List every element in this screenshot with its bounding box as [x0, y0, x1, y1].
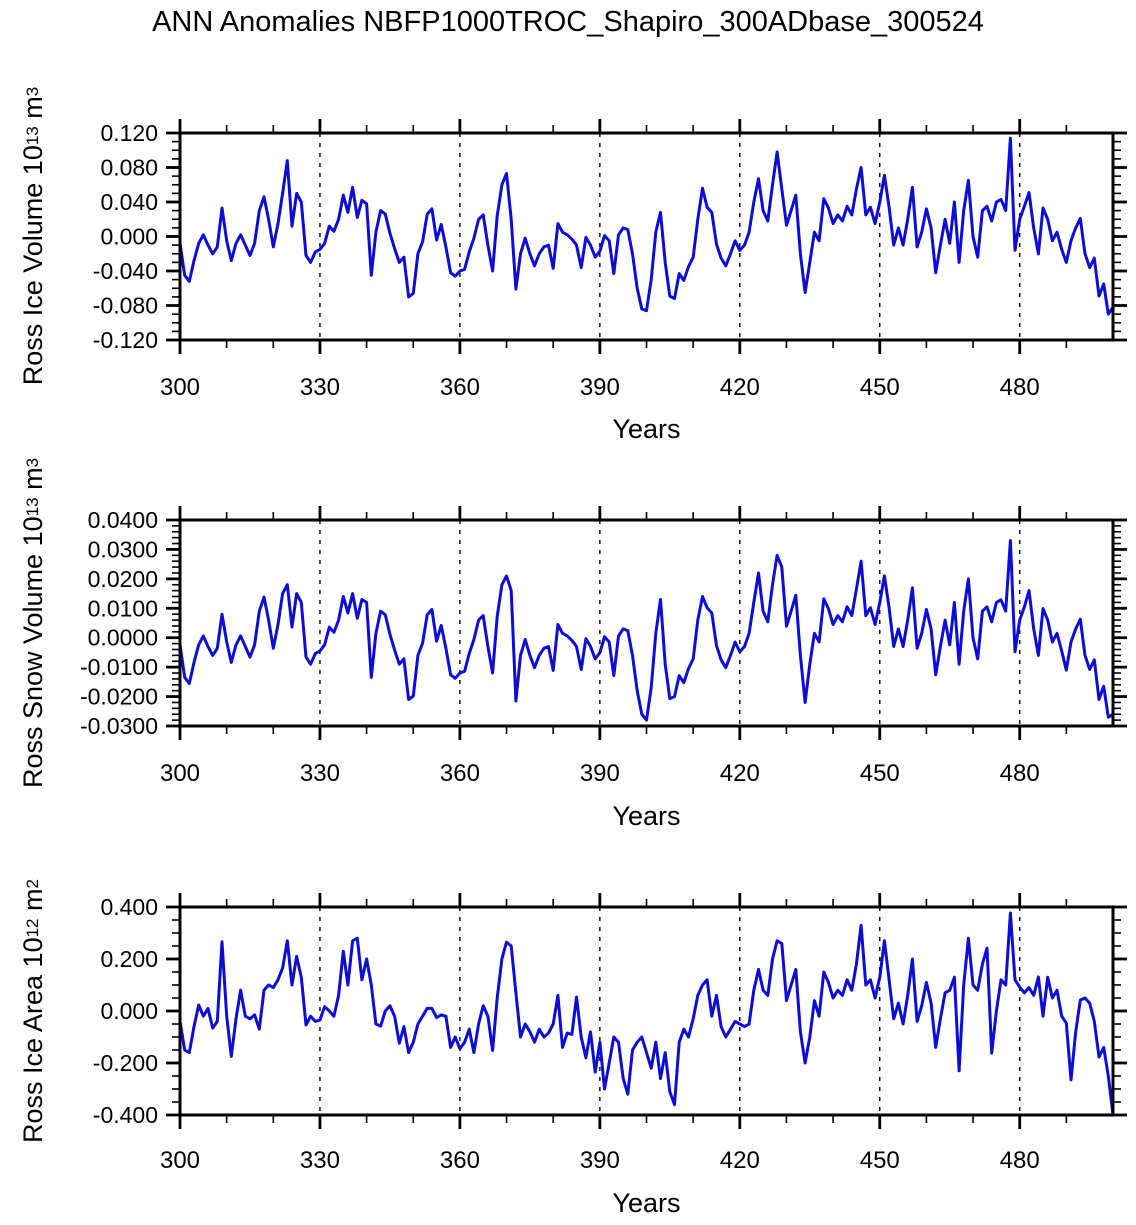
y-tick-label: -0.0300 [80, 713, 158, 739]
x-tick-label: 390 [580, 1147, 620, 1174]
x-tick-label: 480 [1000, 760, 1040, 787]
x-tick-label: 390 [580, 374, 620, 401]
x-axis-title-panel1: Years [612, 414, 681, 444]
y-tick-label: 0.0400 [88, 507, 158, 533]
y-tick-label: 0.000 [100, 224, 158, 250]
x-tick-label: 360 [440, 374, 480, 401]
x-tick-label: 420 [720, 374, 760, 401]
x-axis-title-panel3: Years [612, 1188, 681, 1218]
x-tick-label: 480 [1000, 374, 1040, 401]
y-tick-label: 0.0000 [88, 625, 158, 651]
ross-ice-volume-series [178, 136, 1115, 316]
x-tick-label: 300 [160, 1147, 200, 1174]
y-tick-label: 0.0300 [88, 536, 158, 562]
y-tick-label: -0.400 [93, 1102, 158, 1128]
x-tick-label: 360 [440, 1147, 480, 1174]
x-tick-label: 360 [440, 760, 480, 787]
y-axis-unit: m [17, 467, 48, 490]
y-tick-label: -0.080 [93, 293, 158, 319]
x-tick-label: 450 [860, 1147, 900, 1174]
y-axis-unit: m [17, 96, 48, 119]
x-tick-label: 300 [160, 760, 200, 787]
x-tick-label: 300 [160, 374, 200, 401]
x-tick-label: 420 [720, 1147, 760, 1174]
y-tick-label: 0.040 [100, 189, 158, 215]
chart-title: ANN Anomalies NBFP1000TROC_Shapiro_300AD… [152, 6, 984, 38]
y-tick-label: 0.0200 [88, 566, 158, 592]
y-tick-label: -0.0100 [80, 654, 158, 680]
y-tick-label: -0.0200 [80, 684, 158, 710]
y-tick-label: 0.080 [100, 155, 158, 181]
x-tick-label: 330 [300, 1147, 340, 1174]
x-axis-title-panel2: Years [612, 801, 681, 831]
y-tick-label: 0.000 [100, 998, 158, 1024]
ross-ice-area-series [178, 911, 1115, 1117]
x-tick-label: 330 [300, 374, 340, 401]
y-tick-label: -0.120 [93, 327, 158, 353]
y-tick-label: -0.200 [93, 1050, 158, 1076]
ross-snow-volume-series [178, 539, 1115, 722]
y-tick-label: 0.120 [100, 120, 158, 146]
x-tick-label: 450 [860, 374, 900, 401]
y-tick-label: -0.040 [93, 258, 158, 284]
y-tick-label: 0.400 [100, 894, 158, 920]
x-tick-label: 330 [300, 760, 340, 787]
x-tick-label: 480 [1000, 1147, 1040, 1174]
x-tick-label: 390 [580, 760, 620, 787]
x-tick-label: 420 [720, 760, 760, 787]
y-tick-label: 0.200 [100, 946, 158, 972]
y-axis-title-ice-area: Ross Ice Area 10 12 m 2 [17, 878, 48, 1144]
y-axis-title-text: Ross Ice Area 10 [17, 937, 48, 1144]
y-tick-label: 0.0100 [88, 595, 158, 621]
x-tick-label: 450 [860, 760, 900, 787]
y-axis-unit: m [17, 888, 48, 911]
